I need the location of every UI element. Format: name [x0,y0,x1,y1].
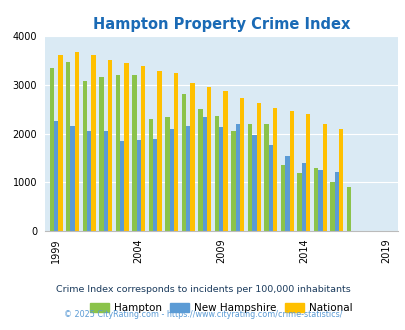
Bar [207,87,211,231]
Bar [70,126,75,231]
Bar [305,114,310,231]
Bar [268,145,272,231]
Bar [185,126,190,231]
Bar [296,173,301,231]
Bar [346,187,350,231]
Bar [284,156,289,231]
Bar [214,116,219,231]
Bar [165,116,169,231]
Bar [66,62,70,231]
Bar [280,165,284,231]
Bar [58,55,63,231]
Title: Hampton Property Crime Index: Hampton Property Crime Index [92,17,349,32]
Bar [219,127,223,231]
Bar [329,182,334,231]
Bar [174,73,178,231]
Bar [115,75,120,231]
Bar [181,94,185,231]
Bar [252,135,256,231]
Bar [153,139,157,231]
Bar [190,82,194,231]
Bar [317,170,322,231]
Bar [99,77,103,231]
Bar [289,111,293,231]
Bar [87,131,91,231]
Bar [132,75,136,231]
Bar [157,71,162,231]
Bar [91,55,96,231]
Legend: Hampton, New Hampshire, National: Hampton, New Hampshire, National [85,299,356,317]
Bar [338,129,343,231]
Bar [136,140,141,231]
Bar [198,109,202,231]
Bar [263,124,268,231]
Bar [75,52,79,231]
Bar [301,163,305,231]
Bar [322,124,326,231]
Bar [256,104,260,231]
Bar [108,60,112,231]
Text: © 2025 CityRating.com - https://www.cityrating.com/crime-statistics/: © 2025 CityRating.com - https://www.city… [64,311,341,319]
Bar [223,91,227,231]
Bar [202,116,207,231]
Bar [169,129,174,231]
Bar [49,68,54,231]
Bar [82,81,87,231]
Bar [334,172,338,231]
Bar [120,142,124,231]
Bar [313,168,317,231]
Bar [235,124,239,231]
Text: Crime Index corresponds to incidents per 100,000 inhabitants: Crime Index corresponds to incidents per… [55,285,350,294]
Bar [103,131,108,231]
Bar [230,131,235,231]
Bar [272,108,277,231]
Bar [148,118,153,231]
Bar [239,98,244,231]
Bar [141,66,145,231]
Bar [247,124,252,231]
Bar [54,120,58,231]
Bar [124,63,129,231]
